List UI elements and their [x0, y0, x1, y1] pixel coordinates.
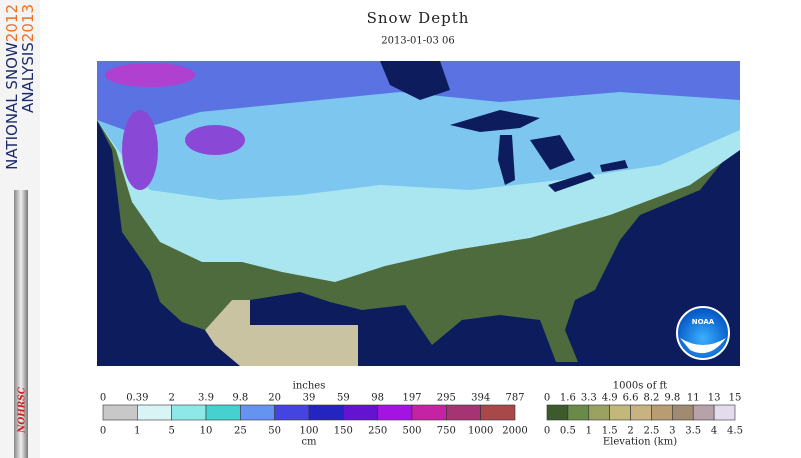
legend-swatch	[411, 404, 447, 421]
lake-huron	[530, 135, 575, 170]
legend-tick-label: 50	[268, 426, 281, 437]
snow-mountain	[105, 63, 195, 87]
nohrsc-logo: NOHRSC	[18, 386, 28, 434]
legend-unit: inches	[293, 381, 326, 392]
legend-tick-label: 500	[402, 426, 421, 437]
legend-tick-label: 10	[200, 426, 213, 437]
legend-tick-label: 6.6	[623, 393, 639, 404]
map-title: Snow Depth	[367, 9, 470, 27]
sidebar-title: ANALYSIS2013	[19, 4, 37, 113]
legend-tick-label: 2.5	[643, 426, 659, 437]
map-date: 2013-01-03 06	[381, 36, 455, 47]
legend-tick-label: 59	[337, 393, 350, 404]
legend-tick-label: 13	[708, 393, 721, 404]
legend-tick-label: 25	[234, 426, 247, 437]
map: NOAA	[97, 61, 740, 366]
legend-tick-label: 4.5	[727, 426, 743, 437]
legend-unit: cm	[301, 437, 317, 448]
lake-erie	[548, 172, 595, 192]
sidebar-line: ANALYSIS	[19, 42, 37, 113]
legend-tick-label: 3	[669, 426, 675, 437]
legend-swatch	[343, 404, 378, 421]
legend-tick-label: 2000	[502, 426, 527, 437]
legend-swatch	[137, 404, 172, 421]
legend-swatch	[609, 404, 631, 421]
snow-pole	[14, 190, 28, 458]
legend-swatch	[274, 404, 310, 421]
legend-tick-label: 3.9	[198, 393, 214, 404]
legend-tick-label: 1000	[468, 426, 493, 437]
legend-swatch	[480, 404, 516, 421]
legend-tick-label: 197	[402, 393, 421, 404]
sidebar-line: NATIONAL SNOW	[3, 42, 21, 170]
legend-tick-label: 39	[303, 393, 316, 404]
legend-tick-label: 2	[627, 426, 633, 437]
legend-swatch	[713, 404, 736, 421]
legend-swatch	[308, 404, 344, 421]
legend-tick-label: 0	[544, 393, 550, 404]
legend-tick-label: 0.5	[560, 426, 576, 437]
legend-unit: 1000s of ft	[613, 381, 667, 392]
legend-tick-label: 9.8	[664, 393, 680, 404]
sidebar-year: 2013	[19, 4, 37, 42]
legend-tick-label: 100	[299, 426, 318, 437]
legend-swatch	[377, 404, 413, 421]
legend-swatch	[567, 404, 590, 421]
hudson-bay	[380, 61, 450, 100]
legend-tick-label: 1	[134, 426, 140, 437]
sidebar-title: NATIONAL SNOW2012	[3, 4, 21, 170]
legend-tick-label: 394	[471, 393, 490, 404]
legend-swatch	[630, 404, 652, 421]
legend-tick-label: 11	[687, 393, 700, 404]
legend-tick-label: 1.5	[602, 426, 618, 437]
legend-tick-label: 1	[586, 426, 592, 437]
legend-swatch	[102, 404, 138, 421]
legend-tick-label: 20	[268, 393, 281, 404]
legend-tick-label: 2	[168, 393, 174, 404]
legend-tick-label: 8.2	[643, 393, 659, 404]
legend-tick-label: 9.8	[232, 393, 248, 404]
legend-tick-label: 4	[711, 426, 717, 437]
legend-unit: Elevation (km)	[603, 437, 677, 448]
legend-swatch	[588, 404, 610, 421]
legend-swatch	[651, 404, 673, 421]
lake-ontario	[600, 160, 628, 172]
lake-michigan	[498, 135, 515, 185]
legend-tick-label: 0	[100, 393, 106, 404]
legend-tick-label: 98	[371, 393, 384, 404]
legend-tick-label: 750	[437, 426, 456, 437]
legend-swatch	[240, 404, 275, 421]
legend-tick-label: 150	[334, 426, 353, 437]
legend-tick-label: 5	[168, 426, 174, 437]
snow-mountain	[122, 110, 158, 190]
snow-deep	[97, 61, 740, 132]
legend-swatch	[205, 404, 241, 421]
legend-tick-label: 295	[437, 393, 456, 404]
noaa-text: NOAA	[692, 318, 715, 326]
legend-tick-label: 0.39	[126, 393, 148, 404]
legend-tick-label: 3.5	[685, 426, 701, 437]
legend-swatch	[446, 404, 481, 421]
legend-swatch	[171, 404, 207, 421]
legend-tick-label: 0	[100, 426, 106, 437]
sidebar-year: 2012	[3, 4, 21, 42]
legend-swatch	[672, 404, 694, 421]
legend-tick-label: 0	[544, 426, 550, 437]
legend-tick-label: 3.3	[581, 393, 597, 404]
noaa-gull	[680, 338, 726, 354]
legend-tick-label: 250	[368, 426, 387, 437]
snow-mountain	[185, 125, 245, 155]
mexico	[205, 300, 358, 366]
legend-tick-label: 4.9	[602, 393, 618, 404]
lake-superior	[450, 110, 540, 132]
legend-tick-label: 787	[505, 393, 524, 404]
legend-swatch	[546, 404, 569, 421]
legend-tick-label: 1.6	[560, 393, 576, 404]
legend-tick-label: 15	[729, 393, 742, 404]
legend-swatch	[692, 404, 715, 421]
